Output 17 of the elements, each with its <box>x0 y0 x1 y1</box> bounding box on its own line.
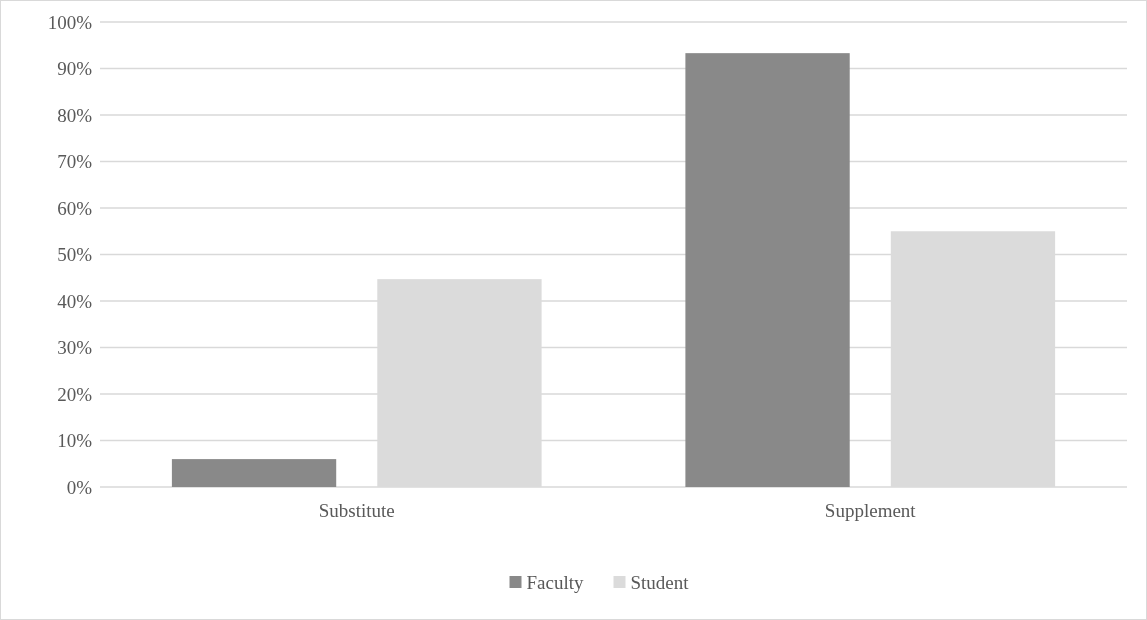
y-tick-label: 10% <box>57 430 93 452</box>
y-tick-label: 70% <box>57 151 93 173</box>
x-tick-label: Substitute <box>318 500 395 521</box>
bar <box>685 53 850 487</box>
x-tick-label: Supplement <box>824 500 917 521</box>
y-tick-label: 60% <box>57 197 93 219</box>
y-tick-label: 100% <box>47 11 93 33</box>
y-tick-label: 50% <box>57 244 93 266</box>
legend-label: Faculty <box>526 571 584 593</box>
y-tick-label: 30% <box>57 337 93 359</box>
legend-label: Student <box>630 571 690 593</box>
bar <box>171 459 337 487</box>
y-tick-label: 90% <box>57 58 93 80</box>
y-tick-label: 40% <box>57 290 93 312</box>
y-tick-label: 0% <box>66 476 93 498</box>
y-tick-label: 80% <box>57 104 93 126</box>
y-tick-label: 20% <box>57 383 93 405</box>
